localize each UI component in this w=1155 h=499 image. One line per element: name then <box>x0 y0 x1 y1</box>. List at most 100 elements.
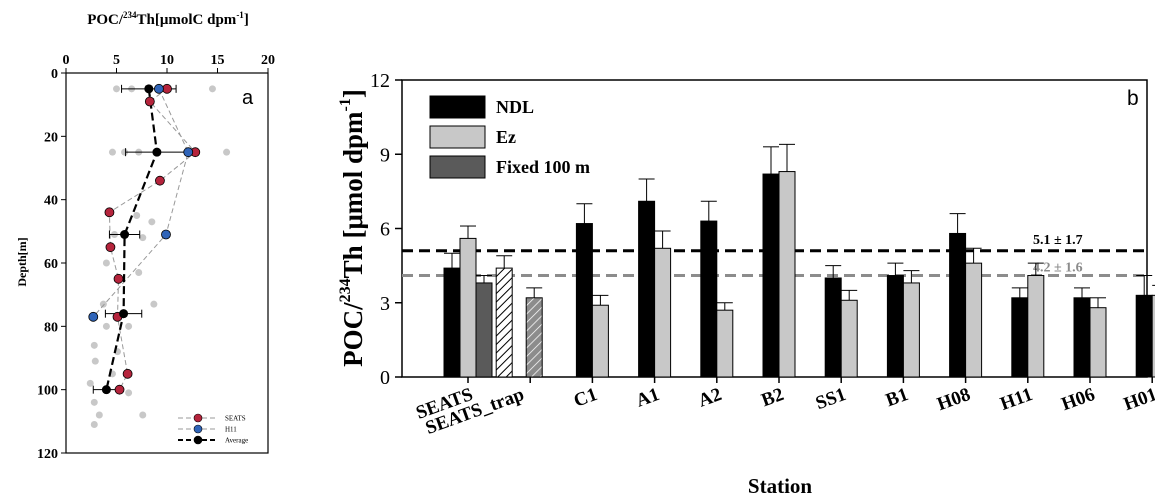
panel-a-x-tick-label: 5 <box>113 53 120 68</box>
bar-ndl <box>949 232 967 378</box>
panel-b-y-tick-label: 0 <box>380 367 390 389</box>
panel-a: POC/234Th[μmolC dpm-1] Depth[m] 0 5 10 15 20… <box>15 10 275 462</box>
panel-a-h11-point <box>161 229 171 240</box>
panel-b-legend-swatch <box>429 155 486 179</box>
panel-b: POC/234Th [μmol dpm-1] 0 3 6 9 12 5.1 ± 1.7 4… <box>337 70 1155 498</box>
panel-b-legend-label: Ez <box>496 127 516 147</box>
panel-b-legend-label: NDL <box>496 97 534 117</box>
panel-a-y-tick-label: 20 <box>44 130 58 145</box>
bar-ndl <box>762 173 780 378</box>
panel-b-x-tick-label: H01 <box>1121 384 1155 415</box>
panel-a-y-tick-label: 120 <box>37 447 58 462</box>
panel-a-average-line <box>105 88 159 390</box>
bar-ndl <box>824 277 842 378</box>
panel-a-background-point <box>133 212 141 219</box>
bar-hatched-ez <box>525 297 543 378</box>
panel-a-background-point <box>91 357 99 365</box>
panel-a-background-point <box>125 389 133 397</box>
panel-a-background-point <box>90 398 98 406</box>
panel-a-background-point <box>150 300 158 308</box>
panel-a-background-point <box>90 421 98 428</box>
panel-a-legend-marker <box>193 424 203 434</box>
panel-a-h11-point <box>183 147 194 158</box>
panel-b-x-tick-label: A1 <box>633 384 662 412</box>
panel-a-h11-line <box>92 88 189 318</box>
panel-b-x-tick-label: B1 <box>883 384 911 411</box>
panel-b-y-axis-title: POC/234Th [μmol dpm-1] <box>337 89 368 367</box>
bar-ndl <box>575 223 593 378</box>
panel-b-legend-swatch <box>429 125 486 149</box>
bar-ndl <box>443 267 461 378</box>
panel-a-average-point <box>120 230 130 239</box>
bar-ez <box>1027 275 1045 378</box>
panel-a-h11-point <box>88 311 99 322</box>
bar-ez <box>591 304 609 378</box>
bar-fixed-100m <box>475 282 493 378</box>
bar-ez <box>965 262 983 378</box>
panel-a-x-tick-label: 0 <box>63 53 70 68</box>
panel-a-background-point <box>90 341 98 349</box>
bar-ez <box>840 299 858 378</box>
panel-a-background-point <box>102 322 110 330</box>
panel-a-seats-point <box>122 368 133 379</box>
bar-ez <box>1089 307 1107 378</box>
panel-a-background-point <box>148 218 156 226</box>
panel-a-y-tick-label: 40 <box>44 194 58 209</box>
panel-a-frame <box>65 72 269 454</box>
panel-b-x-tick-label: H08 <box>934 384 973 415</box>
panel-b-label: b <box>1127 87 1139 110</box>
panel-a-x-tick-label: 10 <box>160 53 174 68</box>
panel-a-average-point <box>101 385 111 395</box>
bar-ez <box>902 282 920 378</box>
panel-b-y-tick-label: 9 <box>380 144 390 166</box>
panel-a-y-axis-title: Depth[m] <box>15 237 29 286</box>
bar-hatched-ndl <box>495 267 513 378</box>
panel-a-legend: SEATS H11 Average <box>178 413 248 445</box>
panel-a-legend-label: H11 <box>225 426 237 434</box>
panel-a-y-tick-label: 100 <box>37 384 58 399</box>
panel-a-seats-point <box>144 96 155 107</box>
panel-b-reference-label: 5.1 ± 1.7 <box>1033 233 1083 248</box>
panel-a-points <box>88 83 201 395</box>
panel-a-background-point <box>139 411 147 419</box>
panel-a-x-axis-title: POC/234Th[μmolC dpm-1] <box>87 10 249 28</box>
bar-ez <box>716 309 734 378</box>
panel-a-legend-marker <box>193 435 203 445</box>
panel-a-seats-point <box>114 384 125 395</box>
panel-a-legend-label: Average <box>225 437 248 445</box>
panel-b-x-tick-label: H06 <box>1059 384 1098 415</box>
panel-b-y-tick-label: 6 <box>380 219 390 241</box>
bar-ez <box>459 237 477 378</box>
panel-a-y-ticks: 0 20 40 60 80 100 120 <box>37 67 66 462</box>
panel-b-x-tick-label: H11 <box>998 384 1036 415</box>
bar-ez <box>778 171 796 378</box>
panel-b-y-ticks: 0 3 6 9 12 <box>370 70 402 389</box>
panel-a-background-points <box>86 85 231 428</box>
panel-a-y-tick-label: 0 <box>51 67 58 82</box>
panel-a-average-point <box>144 84 154 94</box>
panel-a-background-point <box>121 148 129 156</box>
panel-a-legend-marker <box>193 413 203 423</box>
panel-a-seats-point <box>162 83 172 94</box>
panel-a-y-tick-label: 80 <box>44 320 58 335</box>
panel-a-background-point <box>99 300 107 308</box>
bar-ndl <box>1135 294 1153 378</box>
bar-ndl <box>886 275 904 378</box>
panel-a-background-point <box>135 269 143 276</box>
bar-ndl <box>1073 297 1091 378</box>
panel-b-x-tick-label: C1 <box>571 384 600 412</box>
bar-ez <box>1151 294 1155 378</box>
panel-b-x-tick-label: A2 <box>695 384 724 412</box>
panel-b-legend-swatch <box>429 95 486 119</box>
panel-a-background-point <box>125 322 133 330</box>
panel-a-background-point <box>108 148 116 156</box>
panel-b-reference-lines: 5.1 ± 1.7 4.2 ± 1.6 <box>402 233 1147 278</box>
panel-b-x-tick-label: B2 <box>759 384 787 411</box>
panel-a-seats-point <box>113 273 124 284</box>
panel-a-x-tick-label: 15 <box>211 53 225 68</box>
panel-b-legend-label: Fixed 100 m <box>496 157 590 177</box>
panel-a-background-point <box>95 411 103 419</box>
panel-b-y-tick-label: 12 <box>370 70 390 92</box>
